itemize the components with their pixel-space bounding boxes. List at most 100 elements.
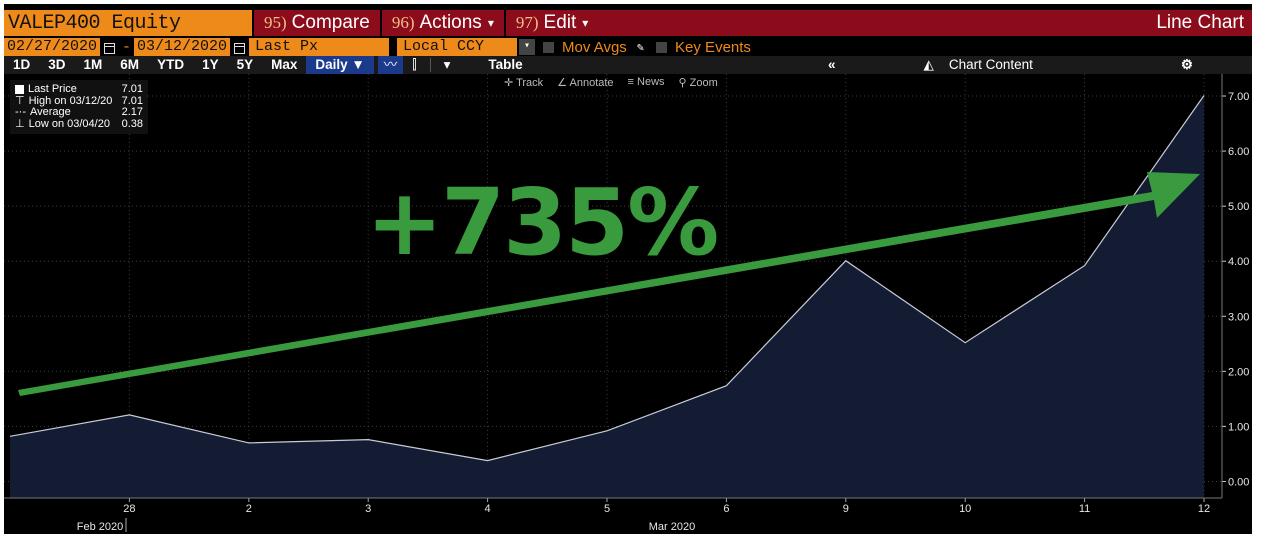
legend-value: 7.01	[121, 94, 143, 107]
news-tool[interactable]: ≡ News	[628, 76, 665, 89]
bloomberg-chart-window: VALEP400 Equity 95) Compare 96) Actions …	[4, 4, 1252, 534]
growth-arrow	[18, 172, 1200, 396]
zoom-label: Zoom	[689, 77, 718, 89]
compare-button[interactable]: 95) Compare	[252, 10, 380, 36]
ticker-field[interactable]: VALEP400 Equity	[4, 10, 252, 36]
legend-box: Last Price 7.01 ⊤ High on 03/12/20 7.01 -…	[10, 80, 148, 134]
x-tick-label: 12	[1198, 503, 1210, 515]
legend-item-last-price[interactable]: Last Price 7.01	[15, 83, 143, 96]
line-style-icon[interactable]: 〰	[377, 56, 404, 74]
chart-tools: ✛ Track ∠ Annotate ≡ News ⚲ Zoom	[504, 76, 718, 89]
legend-value: 0.38	[121, 117, 143, 130]
period-1y[interactable]: 1Y	[202, 57, 219, 72]
average-marker-icon: -·-	[15, 106, 26, 118]
end-date-input[interactable]: 03/12/2020	[134, 38, 231, 56]
annotate-tool[interactable]: ∠ Annotate	[557, 76, 613, 89]
price-line	[9, 95, 1205, 462]
legend-value: 7.01	[121, 83, 143, 95]
legend-label: Last Price	[28, 83, 77, 95]
compare-label: Compare	[291, 12, 370, 33]
legend-item-high: ⊤ High on 03/12/20 7.01	[15, 94, 143, 108]
y-tick-label: 1.00	[1228, 421, 1249, 433]
y-tick-label: 0.00	[1228, 476, 1249, 488]
key-events-label[interactable]: Key Events	[675, 38, 751, 56]
crosshair-icon: ✛	[504, 77, 514, 89]
legend-item-average: -·- Average 2.17	[15, 106, 143, 119]
title-bar: VALEP400 Equity 95) Compare 96) Actions …	[4, 10, 1252, 36]
key-events-checkbox[interactable]	[656, 41, 668, 53]
y-tick-label: 2.00	[1228, 366, 1249, 378]
table-button[interactable]: Table	[488, 57, 523, 72]
month-label: Feb 2020	[77, 521, 123, 533]
pencil-icon[interactable]: ✎	[636, 40, 645, 55]
period-1m[interactable]: 1M	[83, 57, 103, 72]
x-tick-label: 3	[365, 503, 371, 515]
news-label: News	[637, 76, 665, 88]
legend-label: Average	[30, 106, 71, 118]
track-tool[interactable]: ✛ Track	[504, 76, 543, 89]
mov-avgs-label[interactable]: Mov Avgs	[562, 38, 627, 56]
y-tick-label: 7.00	[1228, 91, 1249, 103]
chevron-down-icon[interactable]: ▾	[519, 39, 536, 55]
frequency-select[interactable]: Daily ▼	[306, 56, 374, 74]
price-area	[10, 95, 1204, 498]
period-1d[interactable]: 1D	[13, 57, 31, 72]
legend-label: High on 03/12/20	[28, 94, 113, 107]
zoom-tool[interactable]: ⚲ Zoom	[679, 76, 718, 89]
annotate-label: Annotate	[569, 77, 614, 89]
currency-select[interactable]: Local CCY	[397, 38, 518, 56]
period-3d[interactable]: 3D	[48, 57, 66, 72]
month-label: Mar 2020	[649, 521, 695, 533]
x-tick-label: 9	[843, 503, 849, 515]
y-axis: 0.00 1.00 2.00 3.00 4.00 5.00 6.00 7.00	[1221, 74, 1249, 498]
calendar-icon[interactable]	[104, 42, 116, 54]
legend-item-low: ⊥ Low on 03/04/20 0.38	[15, 117, 143, 131]
chevron-down-icon: ▾	[487, 16, 494, 30]
mov-avgs-checkbox[interactable]	[543, 41, 555, 53]
track-label: Track	[516, 77, 544, 89]
period-max[interactable]: Max	[271, 57, 298, 72]
x-tick-label: 28	[123, 503, 135, 515]
legend-swatch	[15, 85, 24, 95]
edit-menu[interactable]: 97) Edit ▾	[503, 10, 598, 36]
x-tick-label: 5	[604, 503, 610, 515]
low-marker-icon: ⊥	[15, 117, 25, 130]
pencil-icon: ∠	[557, 77, 568, 89]
y-tick-label: 4.00	[1228, 256, 1249, 268]
chart-type-label: Line Chart	[1156, 12, 1244, 33]
chart-content-button[interactable]: Chart Content	[948, 57, 1033, 72]
bar-style-icon[interactable]: ⫿	[412, 57, 417, 72]
chart-content-icon: ◭	[923, 57, 934, 72]
x-tick-label: 4	[485, 503, 491, 515]
period-6m[interactable]: 6M	[120, 57, 140, 72]
calendar-icon[interactable]	[234, 42, 246, 54]
actions-menu[interactable]: 96) Actions ▾	[379, 10, 504, 36]
news-icon: ≡	[627, 76, 634, 88]
edit-number: 97)	[515, 13, 539, 32]
y-tick-label: 6.00	[1228, 146, 1249, 158]
period-5y[interactable]: 5Y	[236, 57, 254, 72]
x-tick-label: 11	[1079, 503, 1090, 515]
y-tick-label: 3.00	[1228, 311, 1249, 323]
price-field-select[interactable]: Last Px	[249, 38, 390, 56]
gear-icon[interactable]: ⚙	[1180, 57, 1193, 72]
chevron-down-icon[interactable]: ▾	[443, 57, 451, 72]
percent-change-annotation: +735%	[366, 169, 717, 276]
price-chart[interactable]: +735% 0.00 1.00 2.00 3.00 4.00 5.00 6.00 7.00 2…	[4, 4, 1252, 534]
chevron-down-icon: ▾	[582, 16, 589, 30]
range-dash: -	[122, 38, 132, 56]
legend-label: Low on 03/04/20	[28, 117, 110, 130]
x-tick-label: 2	[246, 503, 252, 515]
actions-label: Actions	[419, 12, 482, 33]
toolbar-right: « ◭ Chart Content ⚙	[819, 56, 1252, 74]
x-tick-label: 10	[959, 503, 971, 515]
x-axis: 28 2 3 4 5 6 9 10 11 12 Feb 2020 Mar 2020	[4, 497, 1222, 533]
high-marker-icon: ⊤	[15, 94, 25, 107]
legend-value: 2.17	[121, 106, 143, 118]
date-range-bar: 02/27/2020 - 03/12/2020 Last Px Local CC…	[4, 38, 1252, 56]
collapse-button[interactable]: «	[827, 57, 836, 72]
start-date-input[interactable]: 02/27/2020	[4, 38, 101, 56]
magnifier-icon: ⚲	[678, 77, 687, 89]
period-ytd[interactable]: YTD	[157, 57, 185, 72]
y-tick-label: 5.00	[1228, 201, 1249, 213]
